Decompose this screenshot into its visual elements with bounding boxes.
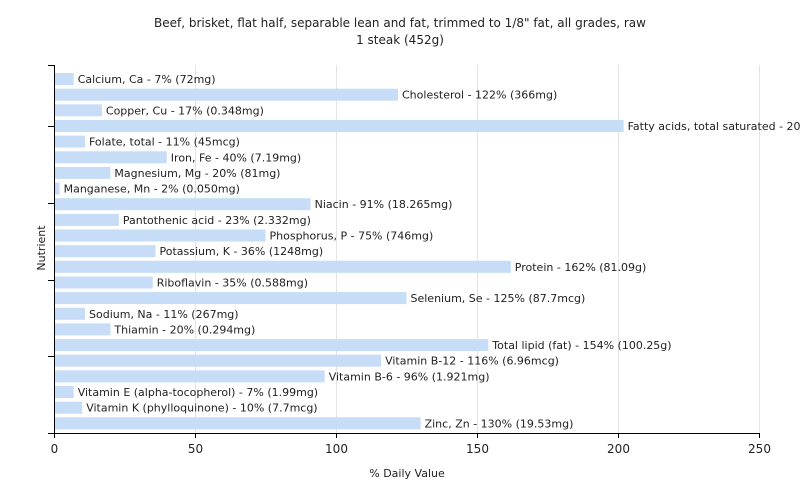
- bar-label: Zinc, Zn - 130% (19.53mg): [425, 417, 574, 430]
- bar: [55, 245, 156, 258]
- chart-subtitle: 1 steak (452g): [356, 33, 444, 47]
- bar-label: Vitamin B-6 - 96% (1.921mg): [329, 370, 490, 383]
- x-tick-label: 50: [188, 442, 203, 456]
- x-tick-label: 250: [748, 442, 771, 456]
- bar: [55, 276, 153, 289]
- bar: [55, 354, 382, 367]
- bar: [55, 213, 119, 226]
- y-axis-label: Nutrient: [35, 225, 48, 271]
- x-tick-label: 150: [466, 442, 489, 456]
- bar: [55, 417, 421, 430]
- bar: [55, 401, 83, 414]
- x-tick-label: 200: [607, 442, 630, 456]
- bar: [55, 370, 325, 383]
- bar-label: Potassium, K - 36% (1248mg): [160, 245, 324, 258]
- axes: 0 50 100 150 200 250: [48, 65, 771, 456]
- bar-label: Pantothenic acid - 23% (2.332mg): [123, 214, 311, 227]
- bar-label: Protein - 162% (81.09g): [515, 261, 647, 274]
- bar: [55, 120, 624, 132]
- bar-label: Fatty acids, total saturated - 202% (40.…: [628, 120, 800, 133]
- chart-title: Beef, brisket, flat half, separable lean…: [154, 16, 646, 30]
- x-tick-label: 0: [51, 442, 59, 456]
- bar-label: Magnesium, Mg - 20% (81mg): [114, 167, 280, 180]
- bar-label: Iron, Fe - 40% (7.19mg): [171, 151, 301, 164]
- bar-label: Vitamin K (phylloquinone) - 10% (7.7mcg): [86, 402, 317, 415]
- bar-label: Phosphorus, P - 75% (746mg): [270, 230, 434, 243]
- bar-label: Folate, total - 11% (45mcg): [89, 136, 240, 149]
- bar: [55, 260, 511, 273]
- bar: [55, 182, 60, 195]
- bar: [55, 198, 311, 211]
- bar: [55, 88, 398, 101]
- bar-label: Total lipid (fat) - 154% (100.25g): [491, 339, 671, 352]
- bar: [55, 339, 489, 352]
- bar-label: Thiamin - 20% (0.294mg): [113, 323, 255, 336]
- bar-label: Copper, Cu - 17% (0.348mg): [106, 104, 264, 117]
- bar: [55, 292, 407, 305]
- x-tick-label: 100: [325, 442, 348, 456]
- bar: [55, 73, 74, 85]
- bar-label: Vitamin B-12 - 116% (6.96mcg): [385, 355, 559, 368]
- bar: [55, 323, 111, 336]
- bar: [55, 386, 74, 398]
- bar-label: Vitamin E (alpha-tocopherol) - 7% (1.99m…: [78, 386, 318, 399]
- bar: [55, 229, 266, 242]
- bar: [55, 151, 167, 164]
- bar-label: Cholesterol - 122% (366mg): [402, 89, 557, 102]
- bar: [55, 307, 85, 320]
- x-axis-label: % Daily Value: [369, 467, 445, 480]
- bar-label: Calcium, Ca - 7% (72mg): [78, 73, 216, 86]
- bar: [55, 135, 85, 148]
- bar-label: Manganese, Mn - 2% (0.050mg): [64, 183, 240, 196]
- bar-label: Sodium, Na - 11% (267mg): [89, 308, 239, 321]
- bar-label: Selenium, Se - 125% (87.7mcg): [411, 292, 586, 305]
- bars: Calcium, Ca - 7% (72mg) Cholesterol - 122…: [55, 73, 800, 430]
- bar: [55, 104, 102, 117]
- bar-label: Riboflavin - 35% (0.588mg): [157, 277, 308, 290]
- bar: [55, 166, 111, 179]
- bar-label: Niacin - 91% (18.265mg): [315, 198, 453, 211]
